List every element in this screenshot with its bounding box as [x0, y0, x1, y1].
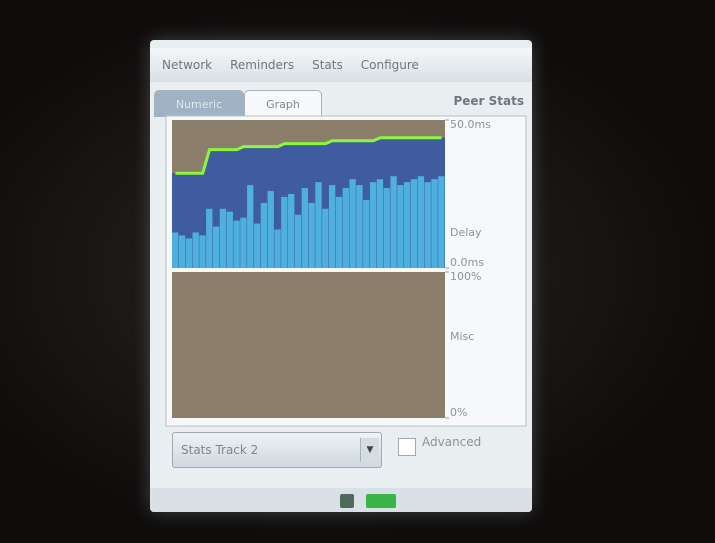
bar [370, 182, 376, 268]
bar [336, 197, 342, 268]
bar [309, 203, 315, 268]
bar [356, 185, 362, 268]
y-axis-label: Delay [450, 226, 482, 239]
bar [411, 179, 417, 268]
bar [247, 185, 253, 268]
taskbar [150, 488, 532, 512]
bar [425, 182, 431, 268]
bar [384, 188, 390, 268]
bar [233, 221, 239, 268]
bar [254, 224, 260, 268]
photo-background: Network Reminders Stats Configure Numeri… [0, 0, 715, 543]
bar [363, 200, 369, 268]
bar [295, 215, 301, 268]
battery-icon [366, 494, 396, 508]
bar [404, 182, 410, 268]
bar [302, 188, 308, 268]
y-axis-label: Misc [450, 330, 474, 343]
bar [315, 182, 321, 268]
bar [281, 197, 287, 268]
checkbox-label: Advanced [422, 435, 481, 449]
bar [397, 185, 403, 268]
bar [220, 209, 226, 268]
bar [206, 209, 212, 268]
plot-area [172, 272, 445, 418]
bar [227, 212, 233, 268]
bar [418, 176, 424, 268]
bar [322, 209, 328, 268]
y-tick-label: 100% [450, 270, 481, 283]
bar [274, 230, 280, 268]
bar [186, 238, 192, 268]
y-tick-label: 0% [450, 406, 467, 419]
bar [199, 235, 205, 268]
checkbox[interactable] [398, 438, 416, 456]
bar [213, 227, 219, 268]
y-tick-label: 50.0ms [450, 118, 491, 131]
bar [438, 176, 444, 268]
bar [240, 218, 246, 268]
bar [172, 232, 178, 268]
device-screen: Network Reminders Stats Configure Numeri… [150, 40, 532, 512]
bar [431, 179, 437, 268]
bar [268, 191, 274, 268]
bar [329, 185, 335, 268]
bar [390, 176, 396, 268]
bar [261, 203, 267, 268]
bar [192, 232, 198, 268]
tray-icon [340, 494, 354, 508]
y-tick-label: 0.0ms [450, 256, 484, 269]
bar [288, 194, 294, 268]
bar [179, 235, 185, 268]
dropdown-button[interactable]: ▼ [360, 438, 379, 462]
dropdown[interactable]: Stats Track 2 [172, 432, 382, 468]
bar [343, 188, 349, 268]
bar [377, 179, 383, 268]
bar [349, 179, 355, 268]
